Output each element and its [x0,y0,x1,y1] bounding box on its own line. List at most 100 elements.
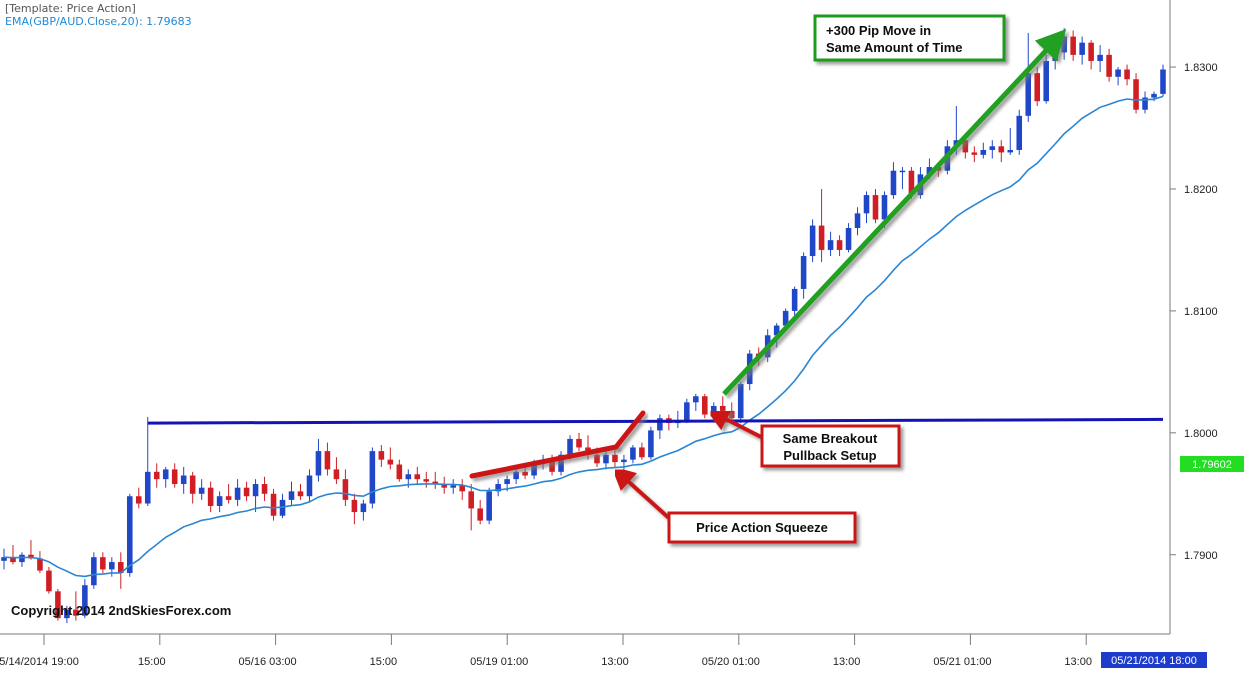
candle-body [872,195,879,220]
candle-body [135,496,142,504]
breakout-annotation: Same Breakout Pullback Setup [760,424,901,468]
candle-body [657,418,663,431]
move-annotation: +300 Pip Move in Same Amount of Time [813,14,1006,62]
candle-body [1043,60,1049,102]
candle-body [315,451,322,476]
candle-body [288,491,295,500]
candle-body [46,570,52,592]
candle [1052,45,1058,70]
candle [270,488,277,521]
candle [657,414,663,439]
candle [1061,28,1067,60]
candle [171,463,178,488]
candle-body [549,459,555,472]
candle-body [809,225,816,257]
candle-body [423,479,430,482]
candle-body [189,475,196,494]
candle-body [926,167,933,175]
candle [1070,30,1076,61]
candle [225,484,232,504]
copyright-text: Copyright 2014 2ndSkiesForex.com [11,603,231,618]
candle [82,579,88,619]
candle [495,479,501,497]
candle [468,484,474,531]
candle-body [37,558,43,571]
x-tick-label: 05/20 01:00 [702,656,760,668]
candle-body [171,469,178,485]
candle-body [82,585,88,616]
candle-body [1,557,7,561]
candle-body [378,451,385,460]
candle-body [719,406,726,411]
candle-body [702,396,708,415]
candle [702,393,708,419]
candle-body [495,484,501,492]
candle [890,162,897,199]
candle [1142,91,1148,114]
candle-body [468,491,474,509]
candle [684,398,690,424]
candle [863,191,870,224]
candle-body [567,438,573,455]
candle-body [558,454,564,472]
candle [818,188,825,263]
candle [1106,48,1112,82]
ema-line [3,95,1164,578]
candle [1124,64,1130,86]
candle-body [971,152,978,155]
candle-body [450,485,457,488]
candle-body [153,471,160,480]
candle-body [64,609,70,619]
candle-body [118,562,124,574]
candle [100,552,106,574]
candle-body [773,325,780,336]
candle [252,479,259,513]
candle-body [243,487,250,497]
candle-body [1079,42,1085,55]
candle-body [126,496,133,574]
current-price-badge [1180,456,1244,472]
y-tick-label: 1.8000 [1184,428,1218,440]
candle-body [162,469,169,480]
y-axis: 1.8300 1.8200 1.8100 1.8000 1.7900 [1170,62,1218,562]
candle [333,457,340,485]
candle [10,544,16,565]
candle-body [91,557,97,586]
candle-body [1115,69,1121,77]
candle-body [818,225,825,250]
candle [971,146,978,163]
candle [189,471,196,504]
candle [46,566,52,594]
candle-body [1106,54,1112,77]
candle [288,481,295,506]
candle-body [800,256,807,289]
candle [378,445,385,467]
candle [144,416,151,506]
candle-body [621,459,627,463]
move-annotation-line1: +300 Pip Move in [826,23,931,38]
candle-body [962,140,969,153]
current-price-label: 1.79602 [1192,459,1232,471]
candle [369,447,376,509]
candle-body [297,491,304,497]
candle-body [899,170,906,173]
candle-body [1061,36,1067,53]
candle [396,459,403,482]
y-tick-label: 1.8100 [1184,306,1218,318]
candle-body [73,609,79,616]
x-tick-label: 05/14/2014 19:00 [0,656,79,668]
candle [630,445,636,464]
candle [872,188,879,224]
candle [693,393,699,411]
candle-body [1052,52,1058,61]
candle-body [576,438,582,448]
candle [1034,67,1041,107]
candle [845,223,852,253]
candle [315,438,322,482]
candle [1007,128,1014,155]
candle [737,381,744,424]
candle-body [252,484,259,497]
squeeze-arrow [611,465,672,521]
candle [827,231,834,257]
